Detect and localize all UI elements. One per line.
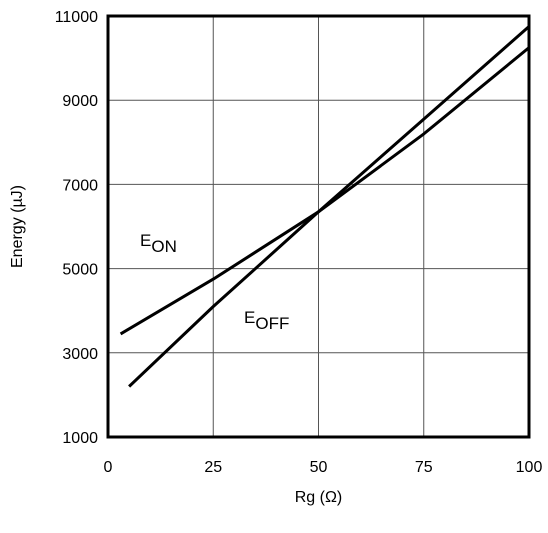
eon-series-line xyxy=(119,46,530,336)
x-tick-label: 0 xyxy=(104,459,113,476)
series-lines xyxy=(119,25,530,388)
x-tick-label: 25 xyxy=(204,459,222,476)
plot-frame xyxy=(106,14,531,439)
y-tick-label: 3000 xyxy=(62,346,98,363)
eon-series-label: EON xyxy=(140,231,177,256)
eoff-series-line xyxy=(128,25,530,388)
eoff-label-sub: OFF xyxy=(255,314,289,333)
y-axis-label: Energy (µJ) xyxy=(9,185,26,268)
y-tick-label: 5000 xyxy=(62,262,98,279)
eon-label-sub: ON xyxy=(151,237,177,256)
eoff-label-main: E xyxy=(244,308,255,327)
x-tick-labels: 0 25 50 75 100 xyxy=(104,459,543,476)
x-tick-label: 50 xyxy=(310,459,328,476)
y-tick-label: 11000 xyxy=(55,9,98,26)
x-tick-label: 100 xyxy=(516,459,543,476)
y-tick-labels: 1000 3000 5000 7000 9000 11000 xyxy=(55,9,98,447)
eoff-series-label: EOFF xyxy=(244,308,289,333)
y-tick-label: 1000 xyxy=(62,430,98,447)
y-tick-label: 7000 xyxy=(62,177,98,194)
x-axis-label: Rg (Ω) xyxy=(295,489,343,506)
eon-label-main: E xyxy=(140,231,151,250)
grid-lines xyxy=(108,16,529,437)
y-tick-label: 9000 xyxy=(62,93,98,110)
x-tick-label: 75 xyxy=(415,459,433,476)
